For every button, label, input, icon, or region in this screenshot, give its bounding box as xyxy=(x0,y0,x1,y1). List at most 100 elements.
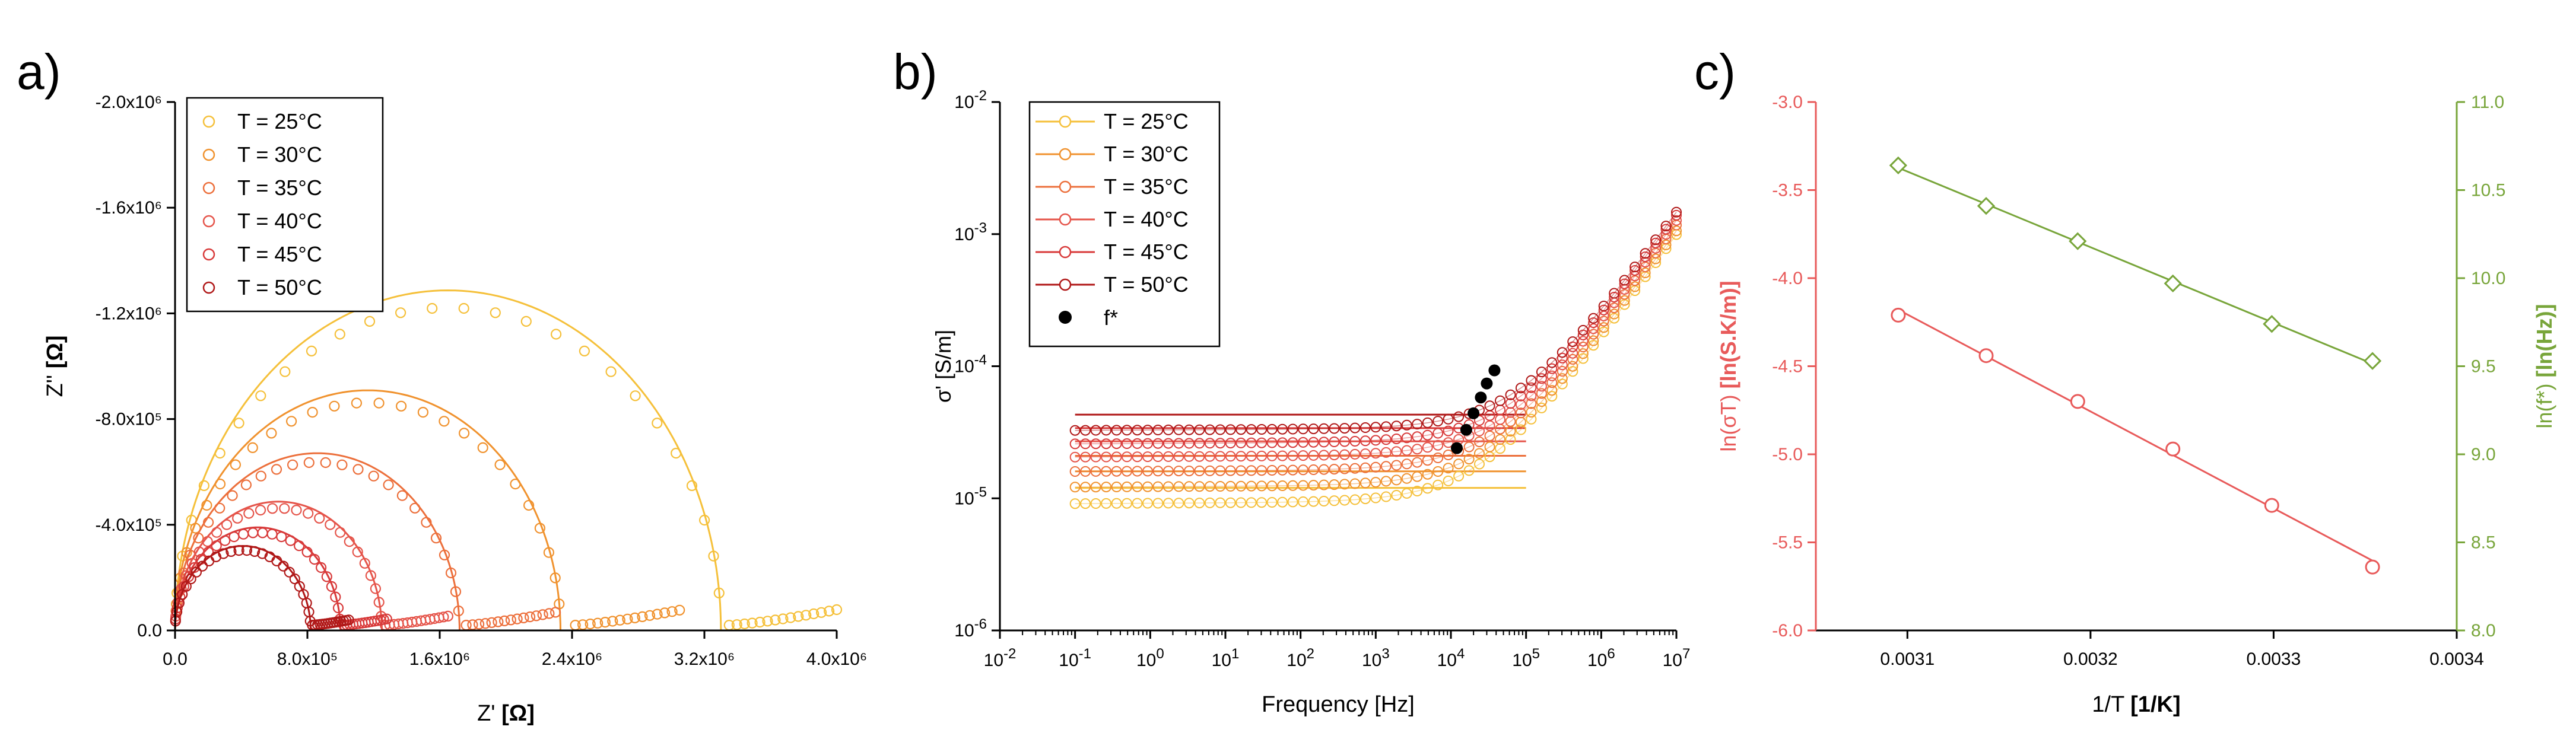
data-point xyxy=(1235,424,1247,435)
data-point xyxy=(713,587,725,599)
data-point xyxy=(279,503,290,514)
data-point xyxy=(1515,399,1526,410)
y-right-tick-label: 9.5 xyxy=(2471,357,2496,377)
data-point xyxy=(1526,390,1537,402)
legend-marker xyxy=(1059,278,1072,291)
data-point xyxy=(1246,424,1257,435)
data-point xyxy=(549,607,561,618)
data-point xyxy=(659,607,671,619)
data-point xyxy=(739,618,750,630)
data-point xyxy=(1401,473,1412,484)
data-point xyxy=(329,400,340,412)
data-point xyxy=(1380,461,1392,472)
data-point xyxy=(1069,482,1081,493)
data-point xyxy=(1101,498,1112,509)
data-point xyxy=(1277,450,1288,461)
data-point xyxy=(1588,313,1599,324)
data-point xyxy=(1111,482,1122,492)
data-point xyxy=(1090,438,1101,450)
data-point xyxy=(365,570,377,581)
data-point xyxy=(1090,451,1101,463)
data-point xyxy=(294,540,305,552)
data-point xyxy=(1329,436,1340,447)
data-point xyxy=(1308,480,1319,491)
data-point xyxy=(1287,496,1298,508)
data-point xyxy=(247,527,259,539)
data-point xyxy=(1453,458,1465,470)
data-point xyxy=(1474,458,1485,470)
fit-arc-3 xyxy=(174,452,460,631)
data-point xyxy=(303,457,315,469)
panel-b: b) 10-2 10-1 100 101 102 103 104 105 106 10710-61… xyxy=(893,44,1690,717)
y-left-tick-label: -4.5 xyxy=(1772,357,1803,377)
x-tick-label: 10-2 xyxy=(984,646,1017,671)
data-point xyxy=(1152,466,1164,477)
data-point xyxy=(255,390,266,402)
data-point xyxy=(276,531,287,543)
data-point xyxy=(1287,437,1298,448)
data-point xyxy=(1194,498,1205,509)
data-point xyxy=(1546,385,1558,396)
data-point xyxy=(1162,424,1174,435)
data-point xyxy=(607,616,618,627)
data-point xyxy=(1391,474,1402,486)
legend-label: T = 45°C xyxy=(237,242,322,266)
data-point xyxy=(1194,424,1205,435)
data-point xyxy=(1235,497,1247,508)
data-point xyxy=(1577,348,1589,359)
data-point xyxy=(1225,497,1236,508)
data-point xyxy=(230,459,241,470)
series-c-ln-sigma-t xyxy=(1891,307,2380,575)
data-point xyxy=(1536,388,1547,399)
x-tick-label: 3.2x10⁶ xyxy=(674,649,735,669)
data-point xyxy=(1329,450,1340,461)
fit-arc-2 xyxy=(174,389,561,631)
data-point xyxy=(1069,438,1081,450)
y-left-tick-label: -4.0 xyxy=(1772,269,1803,288)
data-point xyxy=(1173,466,1184,477)
data-point xyxy=(1266,437,1278,448)
data-point xyxy=(395,307,406,318)
data-point xyxy=(1609,292,1620,302)
data-point xyxy=(1266,480,1278,492)
series-a-5 xyxy=(170,526,392,631)
data-point xyxy=(1391,460,1402,471)
data-point xyxy=(1235,451,1247,462)
data-point xyxy=(1339,463,1350,474)
data-point xyxy=(1515,407,1526,419)
data-point xyxy=(1515,383,1526,394)
data-point xyxy=(1443,413,1454,425)
data-point xyxy=(1090,482,1101,493)
panel-label-b: b) xyxy=(893,44,938,100)
data-point xyxy=(409,502,421,514)
x-tick-label: 104 xyxy=(1437,646,1465,671)
x-axis-title: Z' [Ω] xyxy=(477,701,535,726)
data-point xyxy=(359,557,370,569)
data-point xyxy=(1122,425,1132,436)
data-point xyxy=(1360,448,1371,460)
data-point xyxy=(1360,435,1371,447)
legend-label: T = 50°C xyxy=(1104,272,1189,297)
data-point xyxy=(1204,438,1215,449)
data-point xyxy=(2069,232,2087,250)
data-point xyxy=(823,606,835,617)
data-point xyxy=(1215,481,1226,492)
data-point xyxy=(1235,465,1247,476)
series-b-1 xyxy=(1069,229,1682,509)
data-point xyxy=(1546,363,1558,374)
data-point xyxy=(1287,480,1298,491)
y-left-tick-label: -3.0 xyxy=(1772,93,1803,112)
data-point xyxy=(815,607,827,618)
data-point xyxy=(1111,438,1122,450)
data-point xyxy=(306,345,317,357)
data-point xyxy=(1567,348,1578,359)
data-point xyxy=(1298,496,1308,507)
data-point xyxy=(1412,444,1423,455)
data-point xyxy=(1557,359,1568,371)
data-point xyxy=(510,478,521,490)
data-point xyxy=(1432,439,1444,451)
data-point xyxy=(1484,441,1495,453)
data-point xyxy=(1401,432,1412,444)
data-point xyxy=(330,591,341,603)
data-point xyxy=(1069,425,1081,436)
